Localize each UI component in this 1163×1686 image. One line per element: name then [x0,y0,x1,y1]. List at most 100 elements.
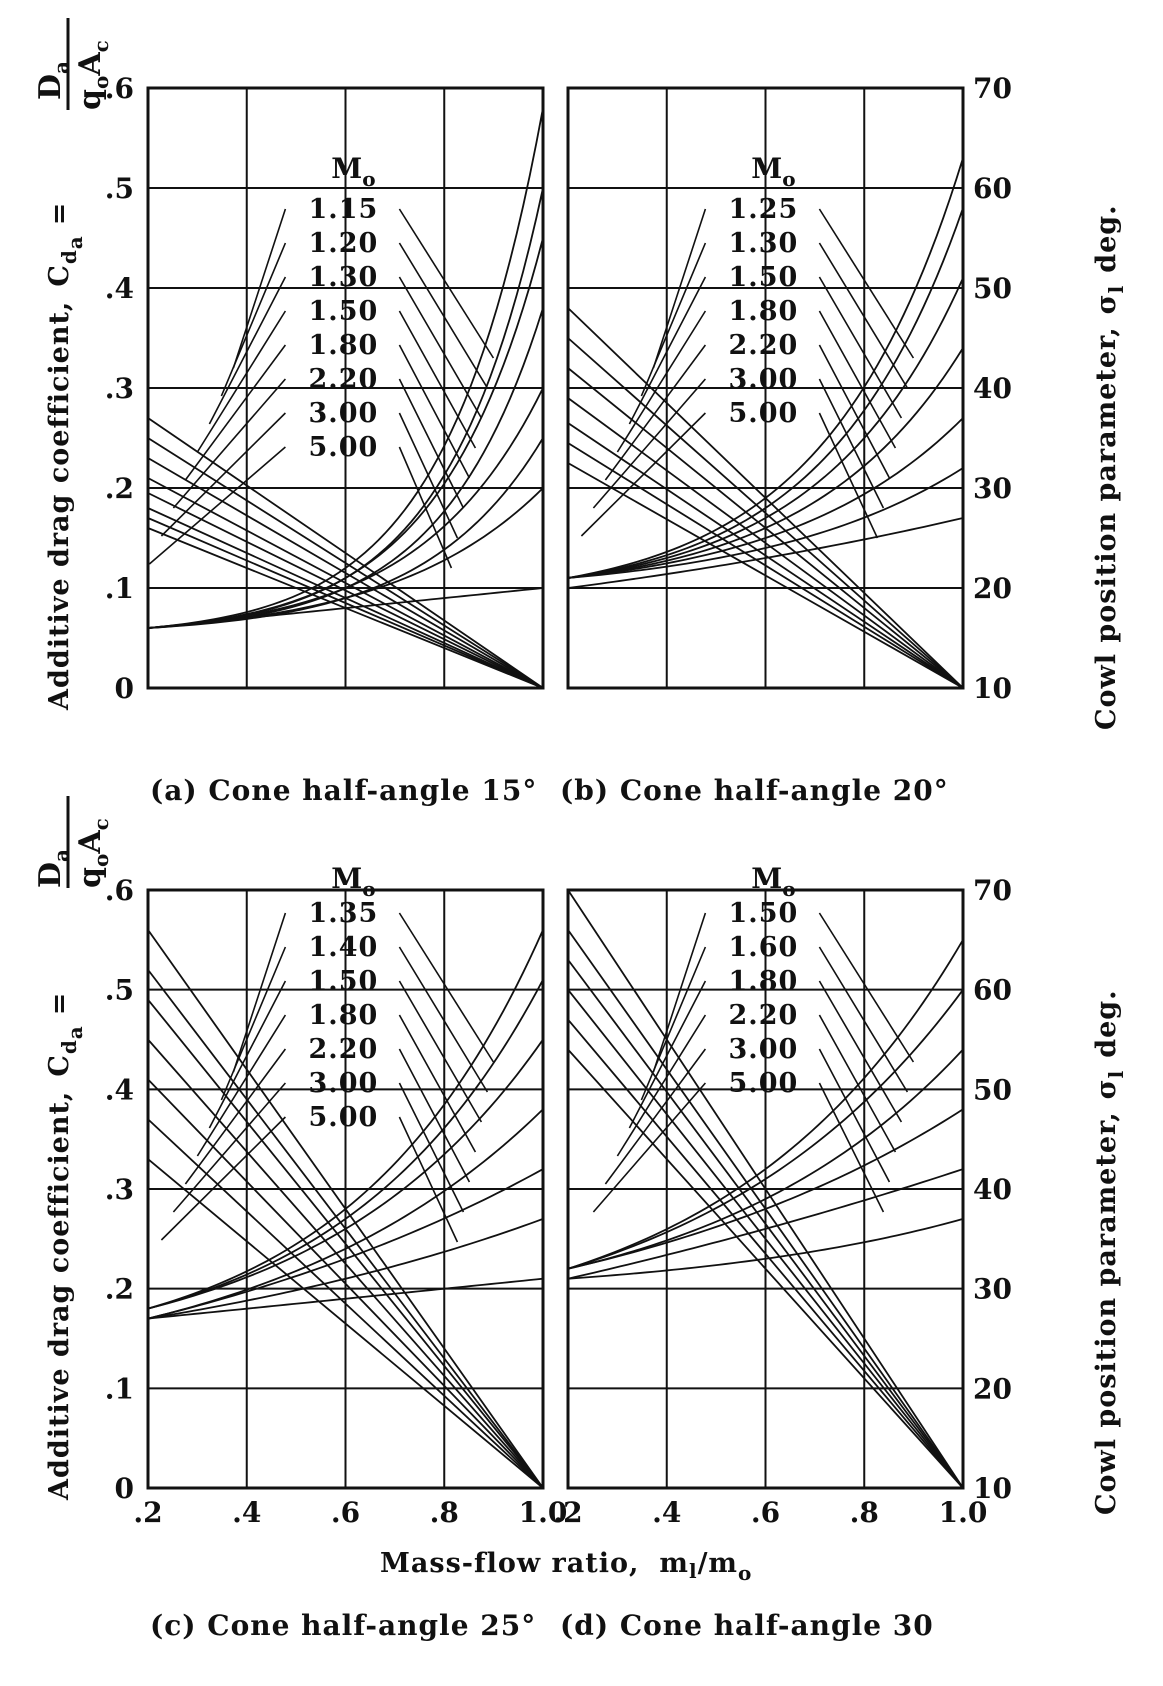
leader-left [148,446,286,565]
leader-right [818,310,897,449]
mach-label-1.25: 1.25 [729,194,799,225]
leader-left [592,1082,707,1213]
cowl-line-2.20 [567,422,964,689]
mach-label-3.00: 3.00 [309,398,379,429]
svg-text:qoAc: qoAc [73,818,113,888]
right-tick: 50 [973,1073,1012,1106]
frac-den: qoAc [73,40,113,110]
frac2-den-q-sub: o [89,854,113,867]
mach-label-1.60: 1.60 [729,932,799,963]
leader-left [616,1014,707,1157]
leader-right [398,1048,471,1183]
frac-den-a-sub: c [89,40,113,52]
mach-heading: Mo [331,152,375,191]
cowl-line-2.20 [147,1078,544,1489]
svg-text:Additive drag coefficient,Cda=: Additive drag coefficient, Cda = [44,202,87,711]
right-tick: 30 [973,1273,1012,1306]
frac-num: D [33,74,68,100]
leader-right [398,344,471,479]
drag-curve-2.20 [147,1168,544,1320]
right-axis-symbol-sub: l [1104,285,1128,294]
cowl-line-1.50 [147,999,544,1489]
x-tick: .4 [652,1496,681,1529]
frac2-den-a: A [73,830,108,855]
drag-curve-1.50 [147,1038,544,1310]
right-tick: 40 [973,372,1012,405]
right-axis-title-text-2: Cowl position parameter, [1091,1111,1122,1515]
mach-label-3.00: 3.00 [309,1068,379,1099]
leader-left [160,412,286,537]
mach-label-1.40: 1.40 [309,932,379,963]
leader-left [160,1116,286,1241]
leader-right [818,912,915,1063]
leader-right [818,1082,885,1213]
leader-right [398,276,483,419]
leader-left [220,946,287,1101]
leader-right [818,1014,897,1153]
leader-left [580,412,706,537]
leader-left [220,242,287,397]
drag-curve-1.30 [567,207,964,579]
caption-a: (a) Cone half-angle 15° [150,774,537,807]
cowl-line-1.50 [147,477,544,689]
left-tick: .6 [105,72,134,105]
drag-curve-2.20 [567,1108,964,1270]
cowl-line-3.00 [147,517,544,689]
left-tick: .1 [105,572,134,605]
mach-label-1.30: 1.30 [729,228,799,259]
leader-right [818,412,879,539]
left-axis-title-text: Additive drag coefficient, [44,301,75,711]
left-axis-equals-2: = [44,992,75,1016]
svg-text:Additive drag coefficient,Cda=: Additive drag coefficient, Cda = [44,992,87,1501]
mach-label-3.00: 3.00 [729,364,799,395]
right-axis-symbol: σ [1091,293,1122,314]
x-tick: 1.0 [939,1496,988,1529]
left-axis-symbol: C [44,264,75,287]
mach-label-5.00: 5.00 [309,1102,379,1133]
plot-frame [566,86,965,690]
cowl-line-1.20 [147,437,544,689]
frac-den-a: A [73,52,108,77]
leader-right [398,1014,477,1153]
leader-right [818,344,891,479]
mach-label-1.80: 1.80 [729,296,799,327]
cowl-line-5.00 [147,1158,544,1489]
cowl-line-1.30 [567,337,964,689]
leader-left [232,208,287,369]
leader-right [818,276,903,419]
left-axis-symbol-subsub: a [63,235,87,249]
leader-left [208,980,287,1129]
drag-curve-3.00 [147,1218,544,1320]
x-tick: .8 [850,1496,879,1529]
left-tick: .2 [105,472,134,505]
right-tick: 70 [973,72,1012,105]
leader-left [652,912,707,1073]
mach-label-1.50: 1.50 [309,966,379,997]
drag-curve-5.00 [567,1218,964,1280]
leader-right [398,1082,465,1213]
mach-label-1.80: 1.80 [309,330,379,361]
mach-label-1.50: 1.50 [729,898,799,929]
mach-label-2.20: 2.20 [309,364,379,395]
mach-heading: Mo [331,862,375,901]
drag-curve-5.00 [147,1277,544,1320]
plot-frame [146,888,545,1490]
leader-left [172,1082,287,1213]
x-tick: .6 [331,1496,360,1529]
leader-left [232,912,287,1073]
mach-label-2.20: 2.20 [729,330,799,361]
left-tick: .2 [105,1273,134,1306]
frac2-den: qoAc [73,818,113,888]
drag-curve-1.80 [567,1048,964,1270]
left-axis-title-bottom: Additive drag coefficient, Cda = [44,992,87,1501]
leader-left [604,1048,707,1185]
leader-right [818,242,909,389]
leader-right [398,1116,459,1243]
left-tick: .3 [105,1173,134,1206]
left-axis-symbol-sub-2: d [57,1039,81,1054]
leader-right [398,980,483,1123]
cowl-line-1.15 [147,417,544,689]
x-tick: .2 [553,1496,582,1529]
leader-right [818,946,909,1093]
